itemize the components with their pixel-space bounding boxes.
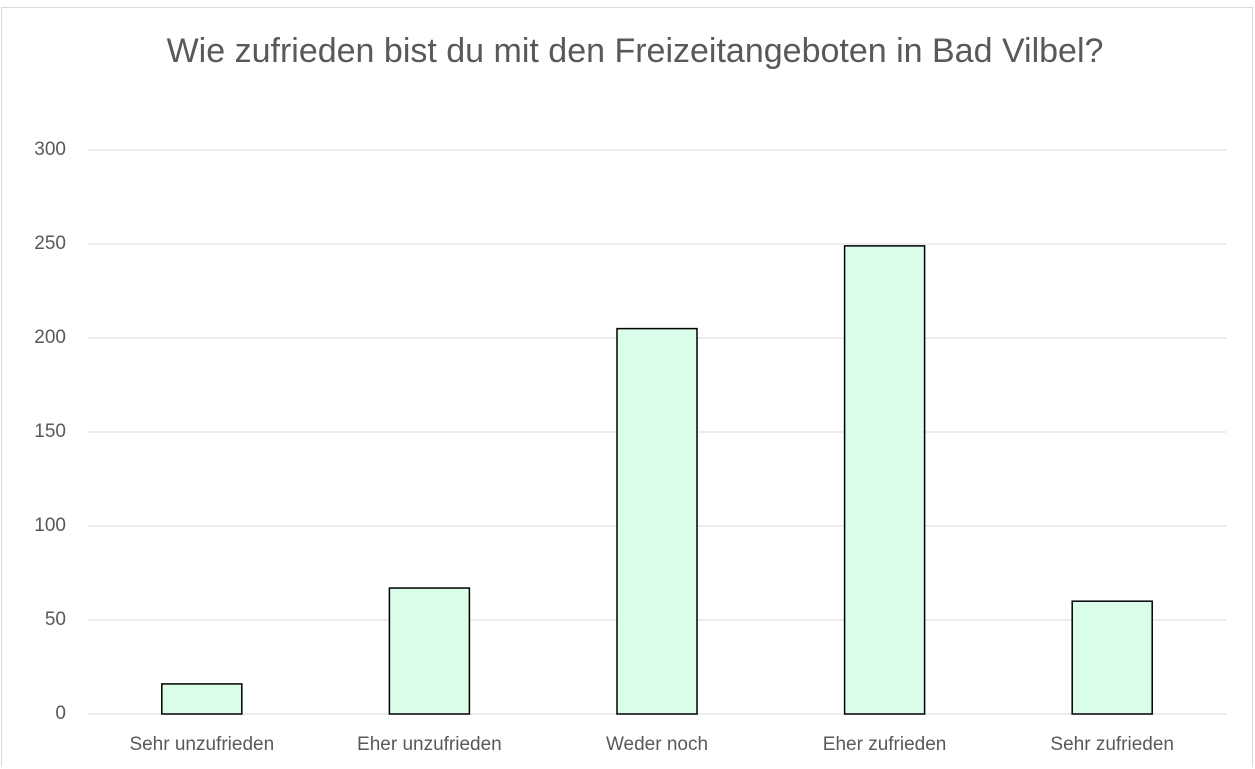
- y-tick-label: 50: [45, 609, 66, 630]
- bar: [388, 587, 471, 715]
- chart-title: Wie zufrieden bist du mit den Freizeitan…: [166, 32, 1104, 70]
- y-tick-label: 300: [34, 139, 66, 160]
- x-tick-label: Sehr unzufrieden: [129, 734, 274, 755]
- bar: [161, 683, 243, 715]
- x-tick-label: Eher zufrieden: [823, 734, 947, 755]
- y-tick-label: 0: [55, 703, 66, 724]
- y-tick-label: 150: [34, 421, 66, 442]
- x-tick-label: Sehr zufrieden: [1050, 734, 1174, 755]
- x-tick-label: Weder noch: [606, 734, 708, 755]
- y-tick-label: 200: [34, 327, 66, 348]
- y-tick-label: 250: [34, 233, 66, 254]
- y-tick-label: 100: [34, 515, 66, 536]
- x-tick-label: Eher unzufrieden: [357, 734, 502, 755]
- bar: [843, 245, 926, 715]
- bar: [1071, 600, 1153, 715]
- bar: [616, 327, 698, 715]
- chart-frame: [1, 7, 1253, 767]
